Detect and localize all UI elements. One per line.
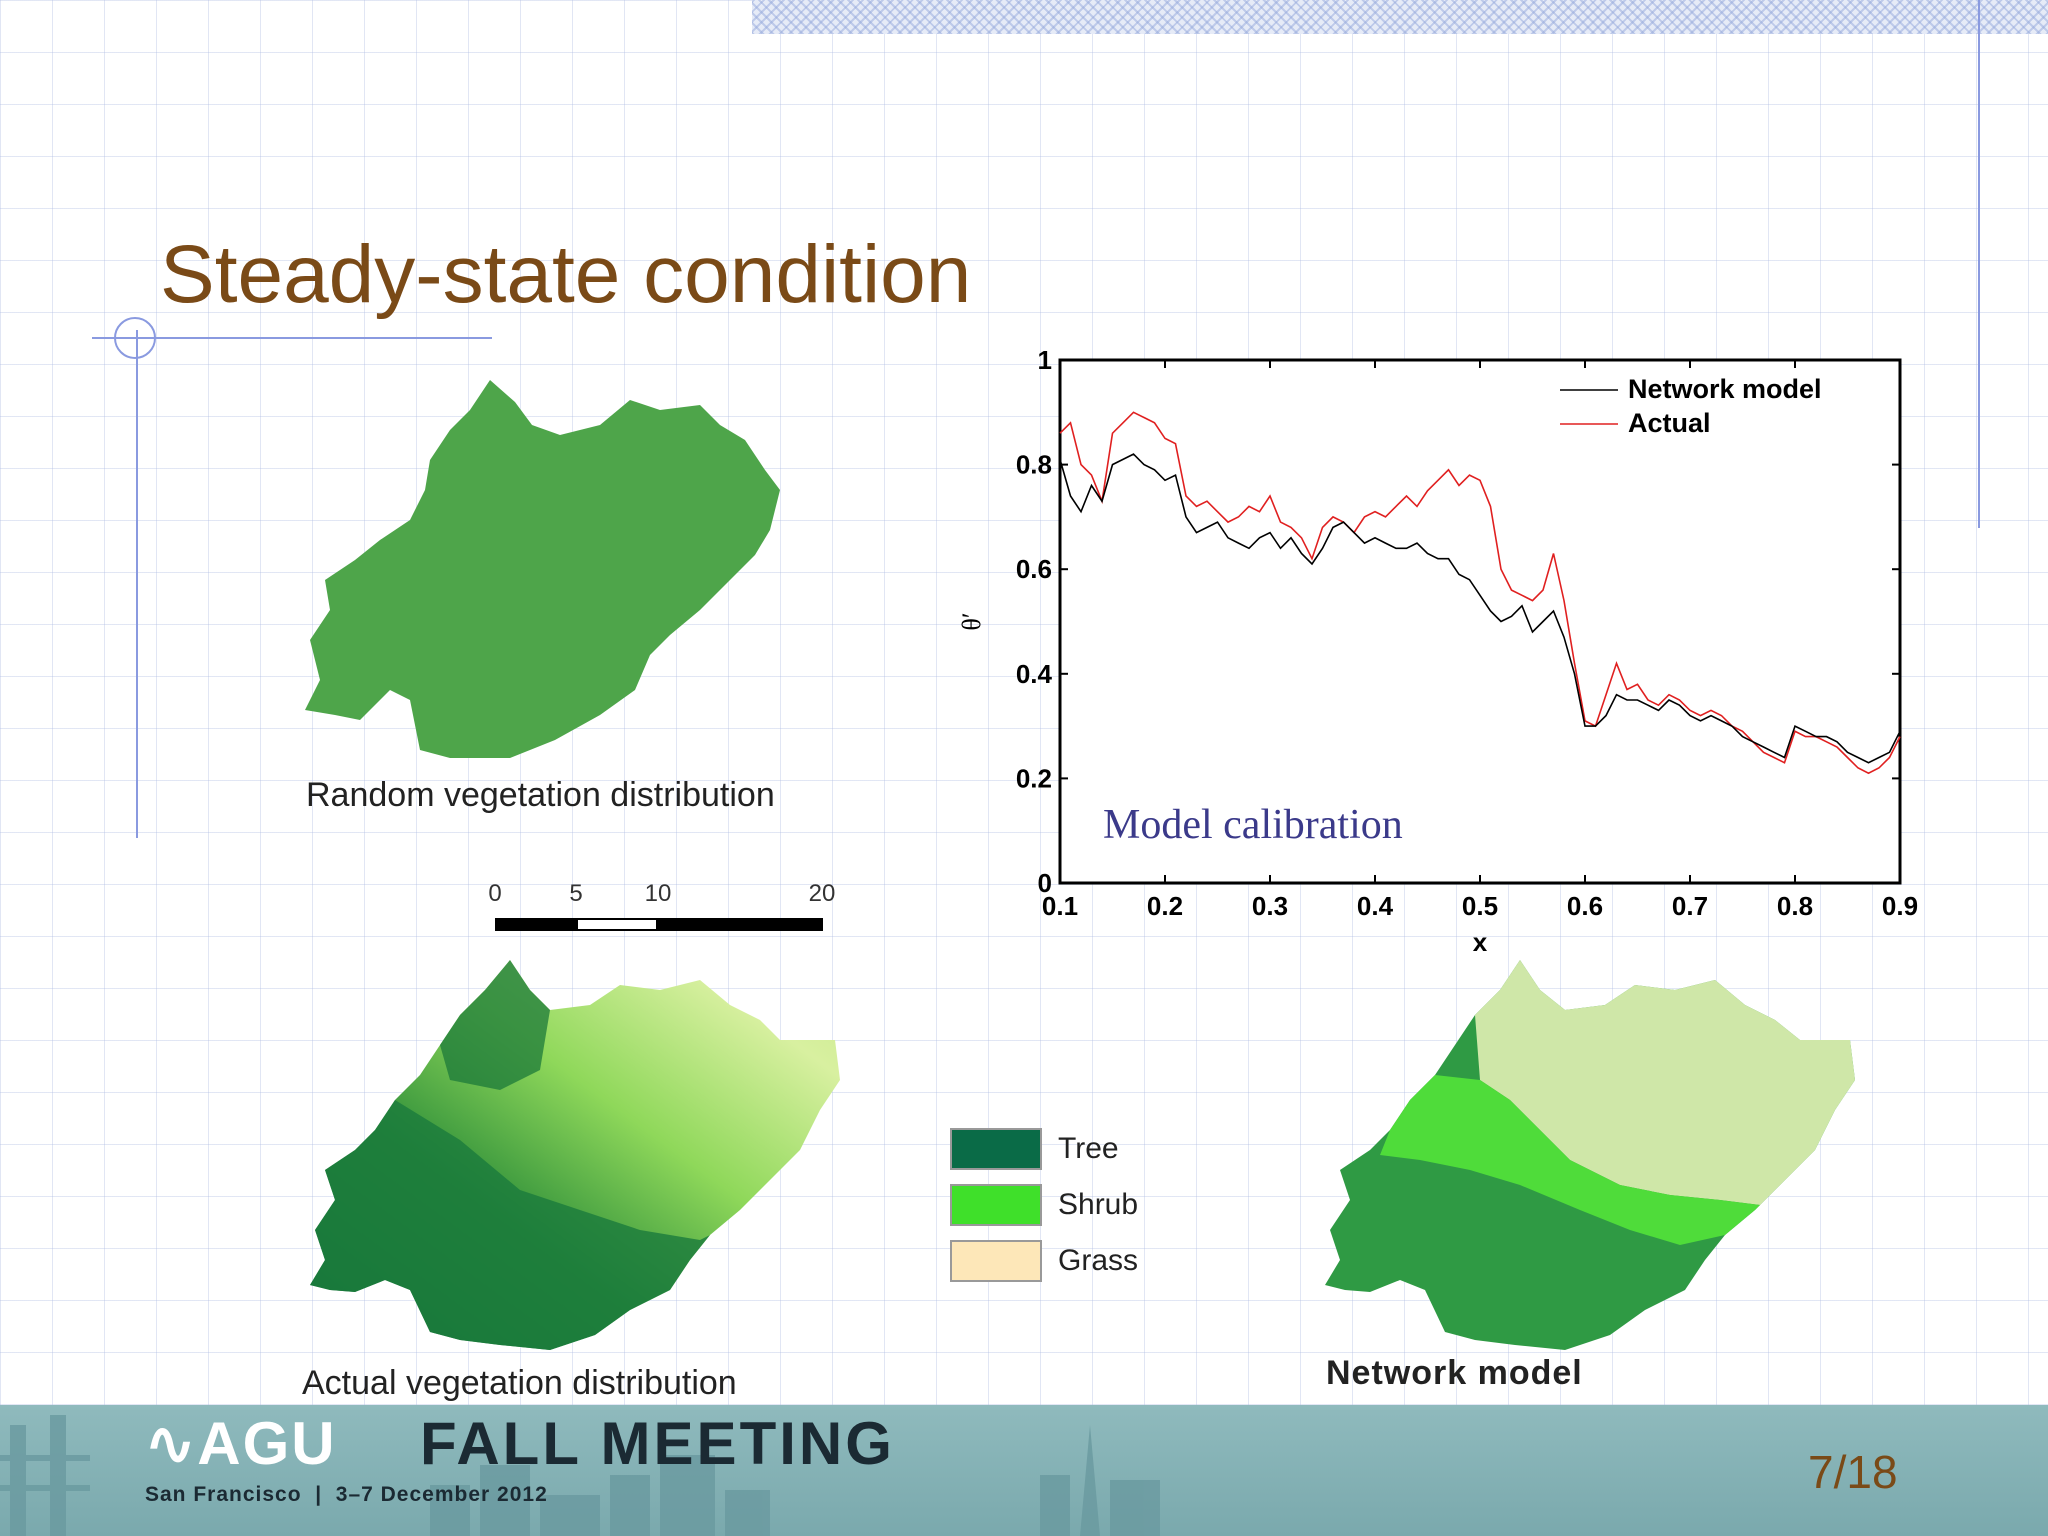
x-tick-label: 0.1 <box>1042 891 1078 921</box>
network-model-map <box>1320 960 1860 1350</box>
legend-swatch-grass <box>950 1240 1042 1282</box>
legend-label-network-model: Network model <box>1628 374 1822 404</box>
scale-segment-2 <box>576 918 658 931</box>
chart-annotation: Model calibration <box>1103 802 1403 848</box>
y-tick-label: 0.6 <box>1016 554 1052 584</box>
y-tick-label: 0.8 <box>1016 450 1052 480</box>
fall-meeting-logo: FALL MEETING <box>420 1410 895 1477</box>
scale-label-20: 20 <box>808 880 836 907</box>
city-skyline-icon <box>0 1415 1160 1536</box>
decor-line-title <box>92 337 492 339</box>
calibration-chart-svg: 0.1 0.2 0.3 0.4 0.5 0.6 0.7 0.8 0.9 0 0.2 0.4 0.6 0.8… <box>957 345 1918 957</box>
legend-swatch-tree <box>950 1128 1042 1170</box>
scale-label-5: 5 <box>569 880 583 907</box>
scale-segment-1 <box>495 918 577 931</box>
top-pattern-band <box>752 0 2048 34</box>
network-model-caption: Network model <box>1326 1354 1583 1392</box>
x-tick-label: 0.9 <box>1882 891 1918 921</box>
scale-label-10: 10 <box>644 880 672 907</box>
agu-logo: ∿AGU <box>145 1410 337 1477</box>
plot-frame <box>1058 358 1902 885</box>
x-tick-label: 0.6 <box>1567 891 1603 921</box>
legend-label-actual: Actual <box>1628 408 1711 438</box>
meeting-subtitle: San Francisco | 3–7 December 2012 <box>145 1483 548 1506</box>
y-tick-label: 0.4 <box>1016 659 1053 689</box>
x-tick-label: 0.4 <box>1357 891 1394 921</box>
random-vegetation-caption: Random vegetation distribution <box>306 776 775 814</box>
x-tick-label: 0.7 <box>1672 891 1708 921</box>
x-tick-label: 0.2 <box>1147 891 1183 921</box>
calibration-chart: 0.1 0.2 0.3 0.4 0.5 0.6 0.7 0.8 0.9 0 0.2 0.4 0.6 0.8… <box>950 340 1930 960</box>
x-tick-label: 0.5 <box>1462 891 1498 921</box>
y-tick-label: 0 <box>1038 868 1052 898</box>
actual-vegetation-caption: Actual vegetation distribution <box>302 1364 737 1402</box>
crosshair-decor-icon <box>114 317 156 359</box>
scale-bar: 0 5 10 20 <box>488 880 835 934</box>
x-tick-label: 0.3 <box>1252 891 1288 921</box>
x-axis-label: x <box>1473 927 1488 957</box>
random-vegetation-map <box>300 380 840 760</box>
series-line-network-model <box>1059 453 1901 764</box>
y-tick-label: 0.2 <box>1016 763 1052 793</box>
decor-line-right <box>1978 0 1980 528</box>
y-axis-label: θ′ <box>957 612 986 630</box>
slide-title: Steady-state condition <box>160 229 972 320</box>
scale-label-0: 0 <box>488 880 502 907</box>
legend-swatch-shrub <box>950 1184 1042 1226</box>
legend-label-tree: Tree <box>1058 1132 1119 1165</box>
footer-banner: ∿AGU FALL MEETING San Francisco | 3–7 De… <box>0 1405 2048 1536</box>
page-number: 7/18 <box>1808 1446 1898 1498</box>
actual-vegetation-map <box>300 960 840 1350</box>
legend-label-grass: Grass <box>1058 1244 1139 1277</box>
y-tick-label: 1 <box>1038 345 1052 375</box>
scale-segment-3 <box>657 918 823 931</box>
x-tick-label: 0.8 <box>1777 891 1813 921</box>
footer-sky <box>0 1405 2048 1536</box>
legend-label-shrub: Shrub <box>1058 1188 1139 1221</box>
series-line-actual <box>1059 411 1901 775</box>
decor-line-left <box>136 330 138 838</box>
